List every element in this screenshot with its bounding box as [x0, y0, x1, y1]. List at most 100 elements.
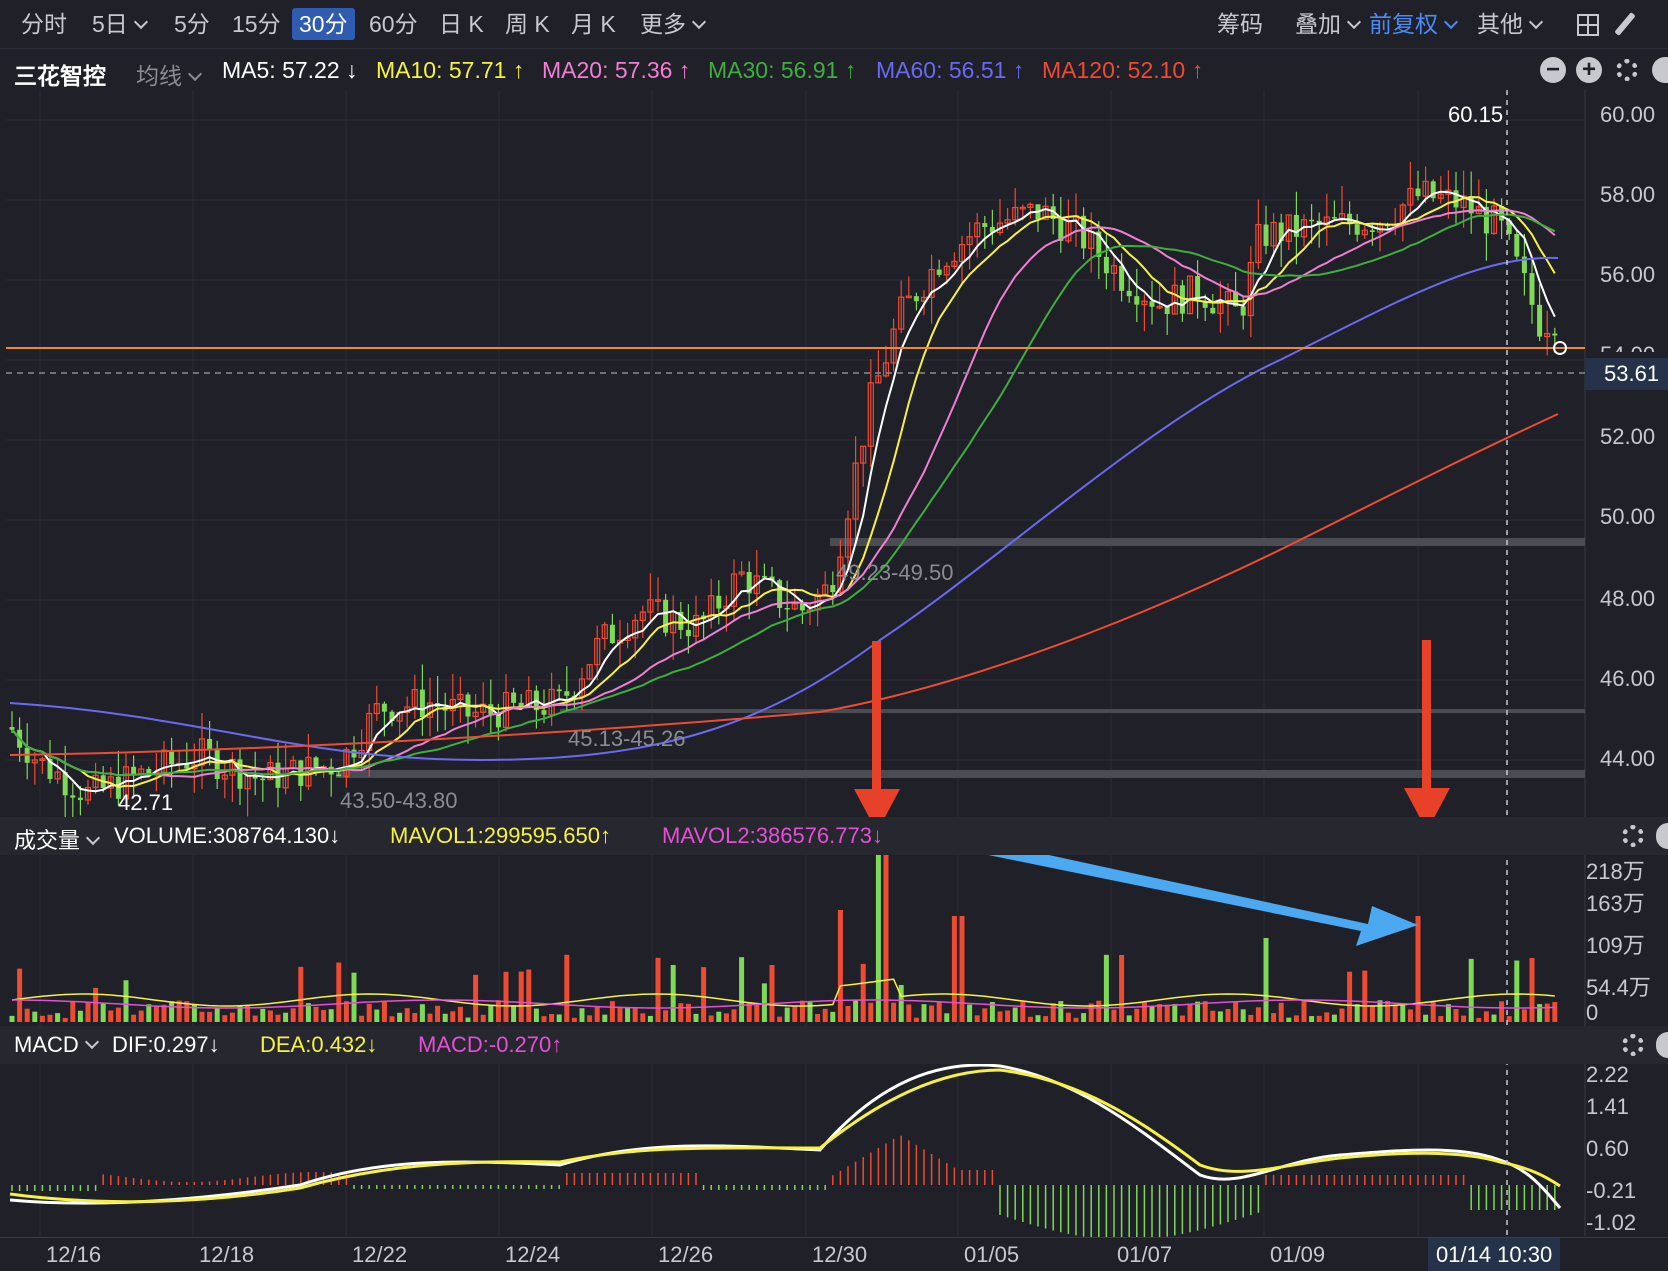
candle-body [890, 328, 897, 364]
candle-body [1468, 196, 1474, 214]
chevron-down-icon [85, 830, 101, 846]
candle-body [1019, 206, 1026, 210]
volume-bar [146, 1004, 152, 1022]
volume-bar [541, 1016, 547, 1022]
close-icon[interactable] [1656, 823, 1668, 849]
volume-bar [784, 1007, 790, 1022]
volume-bar [625, 1007, 631, 1022]
volume-bar [1065, 1012, 1071, 1022]
zoom-in-icon[interactable]: + [1576, 57, 1602, 83]
price-axis-label: 46.00 [1600, 666, 1656, 691]
tab-5day[interactable]: 5日 [85, 8, 153, 40]
volume-bar [1043, 1016, 1049, 1022]
volume-bar [845, 1005, 851, 1022]
zone-label: 43.50-43.80 [340, 788, 458, 813]
volume-bar [1225, 1008, 1231, 1022]
volume-bar [1217, 1011, 1223, 1022]
overlay-button[interactable]: 叠加 [1288, 8, 1366, 40]
tab-more[interactable]: 更多 [633, 8, 711, 40]
volume-bar [1012, 1007, 1018, 1022]
volume-bar [853, 1000, 859, 1022]
candle-body [9, 727, 15, 730]
volume-bar [1529, 958, 1535, 1022]
ma-lines [9, 190, 1559, 793]
chips-button[interactable]: 筹码 [1217, 11, 1263, 37]
zone-band [560, 709, 1585, 713]
gear-icon[interactable] [1622, 825, 1644, 847]
volume-bar [564, 954, 570, 1022]
volume-bar [921, 1004, 927, 1022]
volume-bar [252, 1015, 258, 1022]
candle-body [70, 795, 76, 798]
candle-body [1415, 188, 1421, 197]
candle-body [1430, 181, 1436, 199]
tab-timeshare[interactable]: 分时 [21, 11, 67, 37]
tab-day-k[interactable]: 日 K [439, 11, 484, 37]
volume-bar [108, 1010, 114, 1022]
volume-bar [1461, 1015, 1467, 1022]
volume-bar [533, 1008, 539, 1022]
grid-layout-icon[interactable] [1577, 14, 1599, 36]
volume-bar [305, 1003, 311, 1022]
adjust-button[interactable]: 前复权 [1362, 8, 1463, 40]
candle-body [692, 614, 700, 637]
tab-15min[interactable]: 15分 [232, 11, 281, 37]
candle-body [791, 603, 798, 610]
ma20-value: MA20: 57.36 ↑ [542, 57, 691, 83]
volume-bar [298, 966, 304, 1022]
volume-bar [1483, 1011, 1489, 1022]
volume-bar [1134, 1008, 1140, 1022]
price-axis-label: 58.00 [1600, 182, 1656, 207]
candle-body [1110, 265, 1118, 274]
volume-bar [1324, 1012, 1330, 1022]
other-button[interactable]: 其他 [1470, 8, 1548, 40]
zoom-out-icon[interactable]: − [1540, 57, 1566, 83]
volume-bar [746, 1001, 752, 1022]
ma120-value: MA120: 52.10 ↑ [1042, 57, 1204, 83]
ma-type-select[interactable]: 均线 [136, 57, 203, 91]
candle-body [1164, 306, 1170, 315]
close-icon[interactable] [1656, 1032, 1668, 1058]
volume-bar [556, 1014, 562, 1022]
tab-5min[interactable]: 5分 [174, 11, 210, 37]
candle-body [1422, 180, 1429, 197]
tab-30min[interactable]: 30分 [292, 8, 355, 40]
candle-body [1103, 256, 1109, 274]
tab-60min[interactable]: 60分 [369, 11, 418, 37]
volume-bar [115, 1007, 121, 1022]
gear-icon[interactable] [1616, 59, 1638, 81]
volume-bar [1362, 970, 1368, 1022]
volume-bar [549, 1013, 555, 1022]
candle-body [586, 664, 593, 680]
candle-body [974, 222, 981, 238]
volume-bar [1491, 1014, 1497, 1022]
volume-axis-label: 163万 [1586, 891, 1645, 916]
gear-icon[interactable] [1622, 1034, 1644, 1056]
alert-handle[interactable] [1553, 341, 1567, 355]
candle-body [943, 265, 950, 276]
volume-bar [1081, 1013, 1087, 1022]
volume-title-select[interactable]: 成交量 [14, 823, 101, 855]
candle-body [1255, 223, 1262, 264]
close-icon[interactable] [1652, 57, 1668, 83]
tab-week-k[interactable]: 周 K [505, 11, 550, 37]
mavol1-value: MAVOL1:299595.650↑ [390, 823, 611, 848]
volume-bar [1073, 1017, 1079, 1022]
volume-bar [1088, 1003, 1094, 1022]
volume-bar [260, 1008, 266, 1022]
volume-bar [1407, 1009, 1413, 1022]
candle-body [1149, 301, 1155, 307]
volume-panel-header: 成交量 VOLUME:308764.130↓ MAVOL1:299595.650… [0, 817, 1668, 855]
candle-body [746, 571, 752, 594]
candle-body [982, 223, 988, 227]
volume-bar [169, 1001, 175, 1022]
candle-body [678, 611, 684, 630]
candle-body [632, 619, 639, 639]
candle-body [1460, 195, 1467, 209]
tab-month-k[interactable]: 月 K [571, 11, 616, 37]
candle-body [898, 296, 905, 330]
macd-title-select[interactable]: MACD [14, 1032, 99, 1058]
volume-bar [769, 964, 775, 1022]
date-label: 12/26 [658, 1242, 714, 1267]
